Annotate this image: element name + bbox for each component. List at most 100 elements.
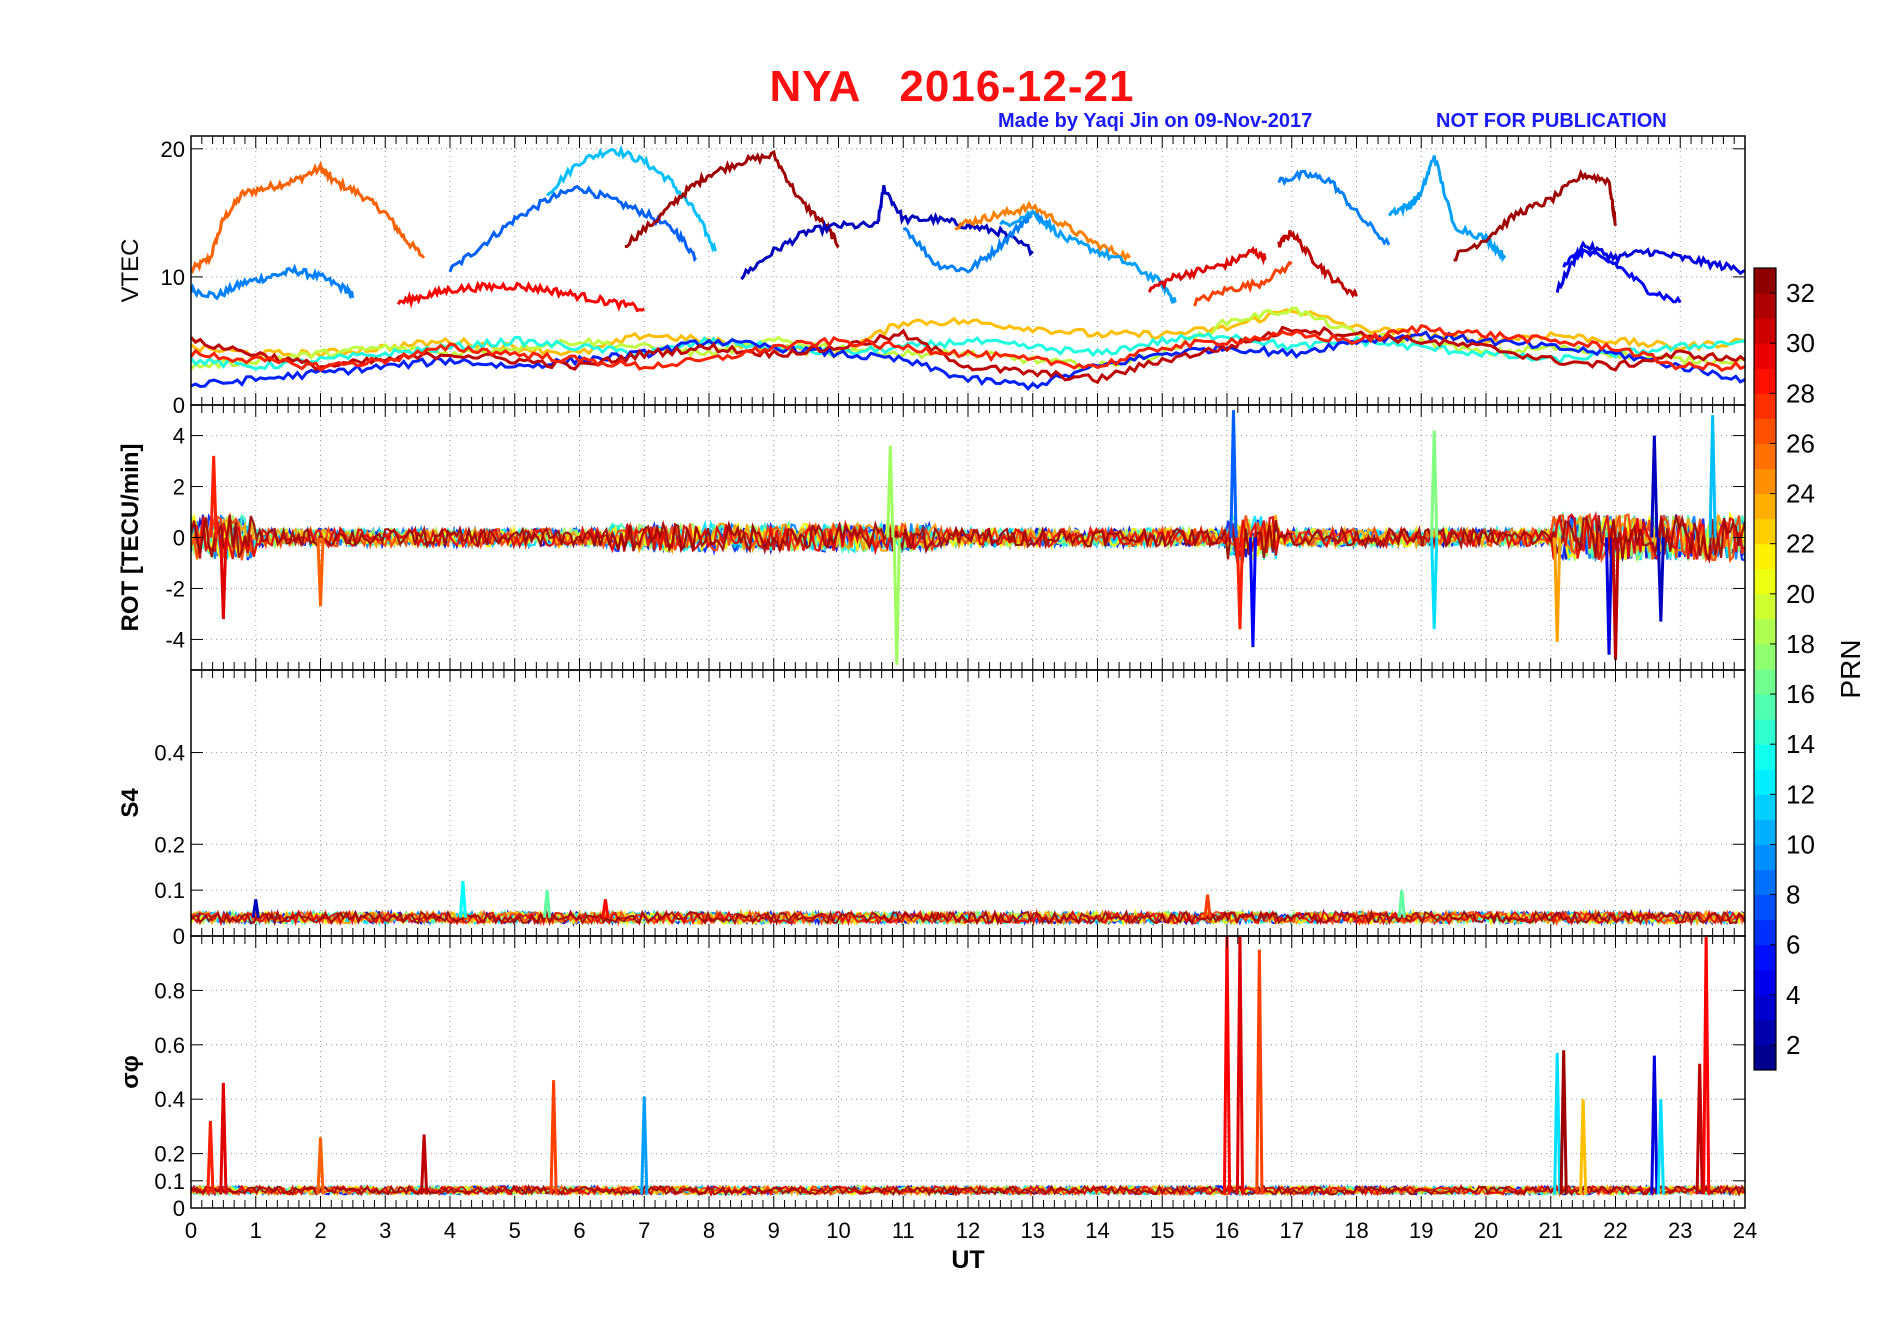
y-tick-label: 20 [161,137,185,162]
spike-prn-27 [549,1080,558,1195]
x-tick-label: 24 [1733,1218,1757,1243]
y-tick-label: 0.4 [154,741,185,766]
colorbar-segment [1754,794,1776,820]
spike-prn-24 [1553,537,1562,643]
spike-prn-18 [886,445,895,538]
panel-vtec: 0 10 20 VTEC [117,135,1746,418]
vtec-series-prn-28 [191,323,1745,372]
y-tick-label: -2 [165,576,185,601]
spike-prn-16 [543,889,552,918]
x-tick-label: 16 [1215,1218,1239,1243]
y-tick-label: 0.8 [154,978,185,1003]
spike-prn-29 [1222,936,1232,1195]
spike-prn-31 [420,1134,429,1195]
vtec-series-prn-8 [448,184,698,273]
vtec-series-prn-9 [1277,169,1391,246]
colorbar-segment [1754,443,1776,469]
spike-prn-28 [1235,537,1245,630]
colorbar-tick-label: 4 [1786,980,1800,1010]
vtec-series-prn-29 [396,280,645,313]
spike-prn-3 [251,899,260,918]
colorbar-segment [1754,894,1776,921]
colorbar-segment [1754,819,1776,845]
spike-prn-26 [316,537,325,607]
vtec-series-prn-26 [191,160,426,275]
y-tick-label: 0 [173,526,185,551]
colorbar-segment [1754,844,1776,870]
colorbar-segment [1754,919,1776,946]
colorbar-segment [1754,969,1776,996]
x-tick-label: 21 [1539,1218,1563,1243]
colorbar-tick-label: 8 [1786,880,1800,910]
colorbar-segment [1754,393,1776,419]
series-group [191,410,1745,665]
y-axis-label: S4 [117,788,144,818]
vtec-series-prn-32 [1453,168,1617,262]
y-tick-label: 0 [173,393,185,418]
x-tick-label: 3 [379,1218,391,1243]
colorbar-segment [1754,418,1776,444]
spike-prn-3 [1650,435,1659,538]
colorbar-segment [1754,593,1776,620]
axes-frame [190,669,1746,937]
spike-prn-4 [1604,537,1614,655]
vtec-series-prn-10 [999,209,1177,304]
vtec-series-prn-6 [191,330,1745,392]
vtec-series-prn-3 [740,185,1034,281]
spike-prn-16 [1397,889,1406,918]
spike-prn-28 [206,1120,215,1195]
colorbar-segment [1754,944,1776,971]
vtec-series-prn-32 [624,149,840,249]
vtec-series-prn-25 [954,200,1132,263]
y-axis-label: VTEC [117,238,144,302]
x-tick-label: 5 [509,1218,521,1243]
x-tick-label: 10 [826,1218,850,1243]
publication-warning: NOT FOR PUBLICATION [1436,110,1667,132]
x-tick-label: 0 [185,1218,197,1243]
colorbar-segment [1754,468,1776,495]
vtec-series-prn-11 [546,144,717,253]
colorbar-segment [1754,1019,1776,1046]
y-tick-label: 0.2 [154,832,185,857]
x-tick-label: 6 [573,1218,585,1243]
y-tick-label: 2 [173,475,185,500]
colorbar-frame [1753,267,1777,1071]
y-tick-label: 10 [161,265,185,290]
colorbar-segment [1754,493,1776,520]
y-axis-label: ROT [TECU/min] [117,444,144,632]
x-tick-label: 8 [703,1218,715,1243]
spike-prn-32 [1559,1050,1568,1195]
colorbar-tick-label: 14 [1786,729,1815,759]
colorbar-tick-label: 30 [1786,328,1815,358]
spike-prn-23 [1579,1099,1588,1195]
noise-series-prn-32 [191,908,1745,927]
spike-prn-3 [1656,537,1665,622]
noise-series-prn-32 [191,1183,1745,1197]
x-tick-label: 12 [956,1218,980,1243]
spike-prn-30 [219,537,228,620]
x-tick-label: 17 [1280,1218,1304,1243]
y-tick-label: 0.1 [154,1169,185,1194]
y-tick-label: 0 [173,924,185,949]
spike-prn-18 [892,537,901,665]
colorbar-segment [1754,769,1776,795]
colorbar-segment [1754,368,1776,394]
x-axis-label: UT [951,1246,984,1274]
x-tick-label: 4 [444,1218,456,1243]
x-tick-label: 15 [1150,1218,1174,1243]
colorbar-tick-label: 24 [1786,479,1815,509]
series-group [191,936,1745,1198]
spike-prn-11 [1708,415,1717,538]
y-tick-label: 0.4 [154,1087,185,1112]
x-tick-label: 9 [768,1218,780,1243]
vtec-series-prn-31 [1277,230,1358,299]
vtec-series-prn-14 [191,331,1745,371]
x-tick-label: 2 [314,1218,326,1243]
x-tick-label: 20 [1474,1218,1498,1243]
series-group [191,144,1745,392]
colorbar-tick-label: 2 [1786,1030,1800,1060]
colorbar-segment [1754,669,1776,695]
spike-prn-30 [1235,936,1245,1195]
